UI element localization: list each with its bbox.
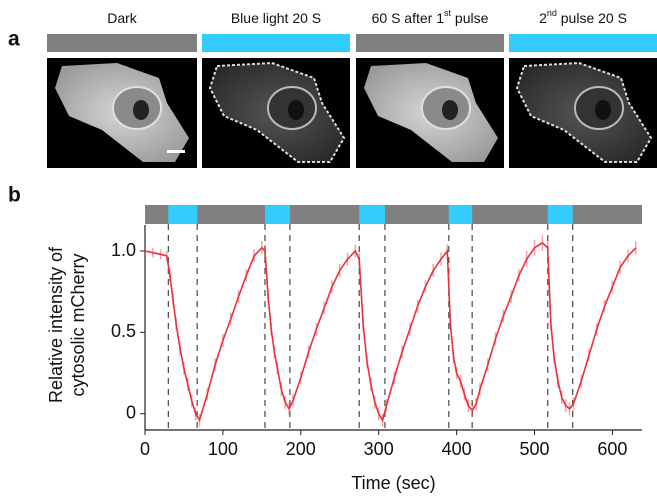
x-tick-label: 500 bbox=[519, 439, 549, 459]
stimulus-bar bbox=[168, 205, 198, 224]
micrograph bbox=[202, 58, 350, 168]
x-tick-label: 200 bbox=[286, 439, 316, 459]
micrograph bbox=[47, 58, 197, 168]
y-tick-label: 1.0 bbox=[111, 240, 136, 260]
stimulus-bar bbox=[264, 205, 290, 224]
label-superscript: nd bbox=[547, 8, 557, 18]
stimulus-bar bbox=[547, 205, 573, 224]
panel-letter: a bbox=[8, 28, 20, 51]
y-tick-label: 0 bbox=[126, 402, 136, 422]
x-tick-label: 100 bbox=[208, 439, 238, 459]
condition-bar bbox=[509, 34, 657, 52]
condition-label: 60 S after 1st pulse bbox=[372, 8, 489, 25]
micrographs bbox=[47, 58, 657, 168]
micrograph bbox=[356, 58, 504, 168]
label-text: 2 bbox=[539, 10, 547, 26]
condition-bar bbox=[47, 34, 197, 52]
panel-letter: b bbox=[8, 184, 21, 207]
condition-bar bbox=[356, 34, 504, 52]
x-tick-label: 600 bbox=[597, 439, 627, 459]
condition-label: Blue light 20 S bbox=[231, 10, 321, 26]
label-text: Blue light 20 S bbox=[231, 10, 321, 26]
condition-label: Dark bbox=[107, 10, 138, 26]
condition-label: 2nd pulse 20 S bbox=[539, 8, 627, 25]
label-text: pulse 20 S bbox=[557, 10, 627, 26]
label-superscript: st bbox=[444, 8, 452, 18]
x-tick-label: 0 bbox=[140, 439, 150, 459]
label-text: Dark bbox=[107, 10, 138, 26]
label-text: 60 S after 1 bbox=[372, 10, 445, 26]
stimulus-bar bbox=[448, 205, 473, 224]
x-tick-label: 400 bbox=[442, 439, 472, 459]
data-line bbox=[144, 241, 637, 423]
x-axis-label: Time (sec) bbox=[351, 473, 435, 493]
label-text: pulse bbox=[451, 10, 489, 26]
y-tick-label: 0.5 bbox=[111, 321, 136, 341]
y-axis-label: Relative intensity of bbox=[46, 246, 66, 403]
micrograph bbox=[509, 58, 657, 168]
condition-bar bbox=[202, 34, 350, 52]
x-tick-label: 300 bbox=[364, 439, 394, 459]
stimulus-bar bbox=[359, 205, 385, 224]
y-axis-label: cytosolic mCherry bbox=[68, 253, 88, 396]
